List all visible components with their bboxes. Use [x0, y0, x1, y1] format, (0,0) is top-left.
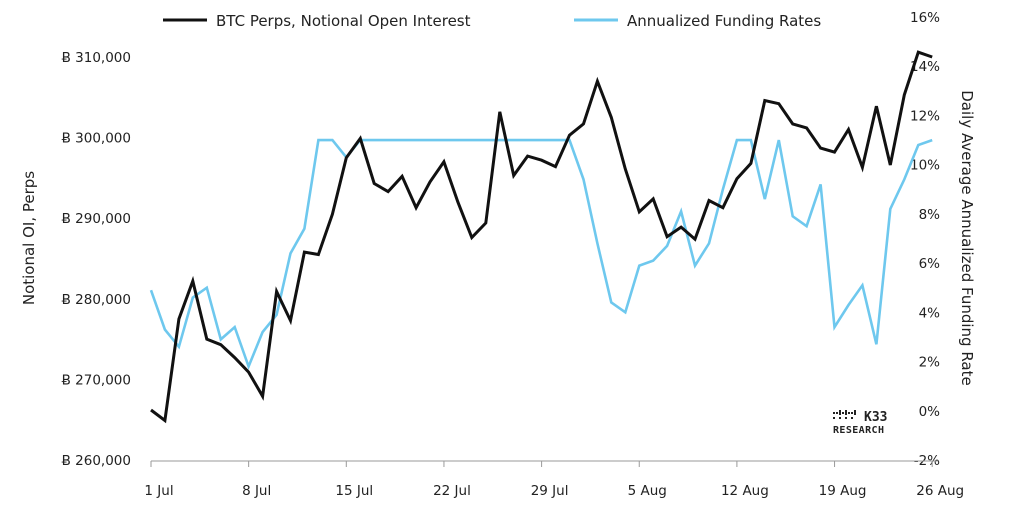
logo-text-k33: K33 [864, 410, 887, 425]
y2-tick-label: 10% [910, 158, 940, 174]
x-tick-label: 15 Jul [335, 483, 373, 499]
y2-axis-title: Daily Average Annualized Funding Rate [958, 90, 976, 386]
legend-label-funding-rates: Annualized Funding Rates [627, 12, 821, 30]
y2-tick-label: 6% [919, 256, 941, 272]
left-axis: Ƀ 260,000 Ƀ 270,000 Ƀ 280,000 Ƀ 290,000 Ƀ 30… [62, 50, 131, 469]
x-tick-label: 29 Jul [531, 483, 569, 499]
y2-tick-label: 8% [919, 207, 941, 223]
series-layer [149, 50, 933, 424]
y2-tick-label: 12% [910, 108, 940, 124]
k33-research-logo: K33 RESEARCH [833, 410, 887, 436]
y2-tick-label: 14% [910, 59, 940, 75]
legend-label-open-interest: BTC Perps, Notional Open Interest [216, 12, 471, 30]
x-tick-label: 12 Aug [721, 483, 769, 499]
y-tick-label: Ƀ 280,000 [62, 292, 131, 308]
y2-tick-label: 0% [919, 404, 941, 420]
x-tick-label: 19 Aug [819, 483, 867, 499]
series-line-funding-rates [149, 138, 933, 371]
y-tick-label: Ƀ 300,000 [62, 131, 131, 147]
x-tick-label: 8 Jul [242, 483, 271, 499]
y-tick-label: Ƀ 260,000 [62, 453, 131, 469]
x-tick-label: 5 Aug [628, 483, 667, 499]
y-axis-title: Notional OI, Perps [20, 171, 38, 305]
y2-tick-label: 16% [910, 10, 940, 26]
x-tick-label: 1 Jul [144, 483, 173, 499]
y2-tick-label: 4% [919, 305, 941, 321]
x-axis: 1 Jul 8 Jul 15 Jul 22 Jul 29 Jul 5 Aug 12 Aug 1… [144, 460, 964, 499]
x-tick-label: 26 Aug [916, 483, 964, 499]
y-tick-label: Ƀ 290,000 [62, 211, 131, 227]
legend: BTC Perps, Notional Open Interest Annual… [163, 12, 821, 30]
series-line-open-interest [150, 50, 933, 424]
y-tick-label: Ƀ 310,000 [62, 50, 131, 66]
logo-text-research: RESEARCH [833, 425, 884, 436]
y-tick-label: Ƀ 270,000 [62, 372, 131, 388]
right-axis: -2%0%2%4%6%8%10%12%14%16% [910, 10, 940, 469]
x-tick-label: 22 Jul [433, 483, 471, 499]
y2-tick-label: 2% [919, 355, 941, 371]
k33-logo-mark-icon [833, 410, 856, 419]
